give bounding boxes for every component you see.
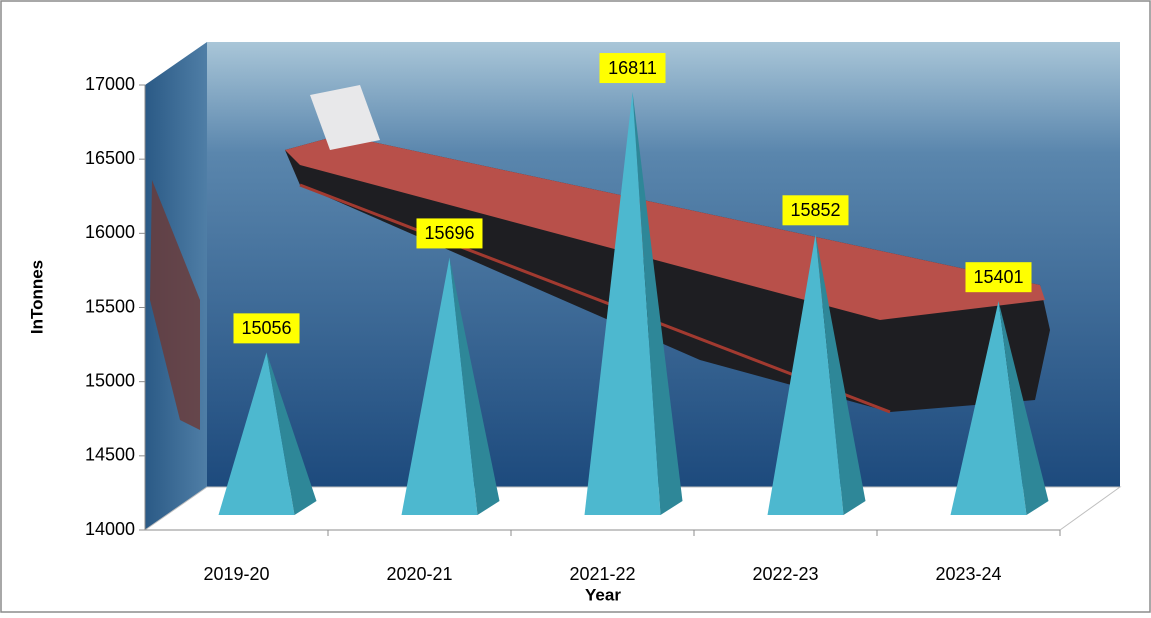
y-tick-label: 15000 [85, 370, 135, 390]
y-tick-label: 14000 [85, 519, 135, 539]
value-label-bg [965, 262, 1032, 293]
ship-illustration [150, 85, 1050, 430]
value-label-bg [233, 313, 300, 344]
pyramid [401, 257, 500, 515]
pyramid-front [218, 352, 295, 515]
pyramid [584, 92, 683, 515]
y-tick-label: 16000 [85, 222, 135, 242]
value-label: 15696 [424, 223, 474, 243]
value-label: 15056 [241, 318, 291, 338]
pyramid-side [266, 352, 317, 515]
pyramid [218, 352, 317, 515]
pyramid-front [950, 301, 1027, 515]
pyramid-front [584, 92, 661, 515]
value-label: 15852 [790, 200, 840, 220]
value-label: 16811 [608, 58, 657, 78]
x-tick-label: 2023-24 [935, 564, 1001, 584]
pyramid-side [815, 234, 866, 515]
value-label-bg [782, 195, 849, 226]
value-label-bg [416, 218, 483, 249]
pyramid-front [401, 257, 478, 515]
y-tick-label: 14500 [85, 445, 135, 465]
value-label-bg [599, 53, 666, 84]
x-tick-label: 2022-23 [752, 564, 818, 584]
y-tick-label: 16500 [85, 148, 135, 168]
x-axis-title: Year [585, 585, 621, 604]
pyramid [950, 301, 1049, 515]
pyramid-front [767, 234, 844, 515]
y-axis-title: InTonnes [27, 260, 46, 334]
x-tick-label: 2020-21 [386, 564, 452, 584]
pyramid [767, 234, 866, 515]
pyramid-side [449, 257, 500, 515]
y-tick-label: 17000 [85, 74, 135, 94]
value-label: 15401 [973, 267, 1023, 287]
pyramid-side [632, 92, 683, 515]
pyramid-side [998, 301, 1049, 515]
x-tick-label: 2019-20 [203, 564, 269, 584]
x-tick-label: 2021-22 [569, 564, 635, 584]
y-tick-label: 15500 [85, 296, 135, 316]
